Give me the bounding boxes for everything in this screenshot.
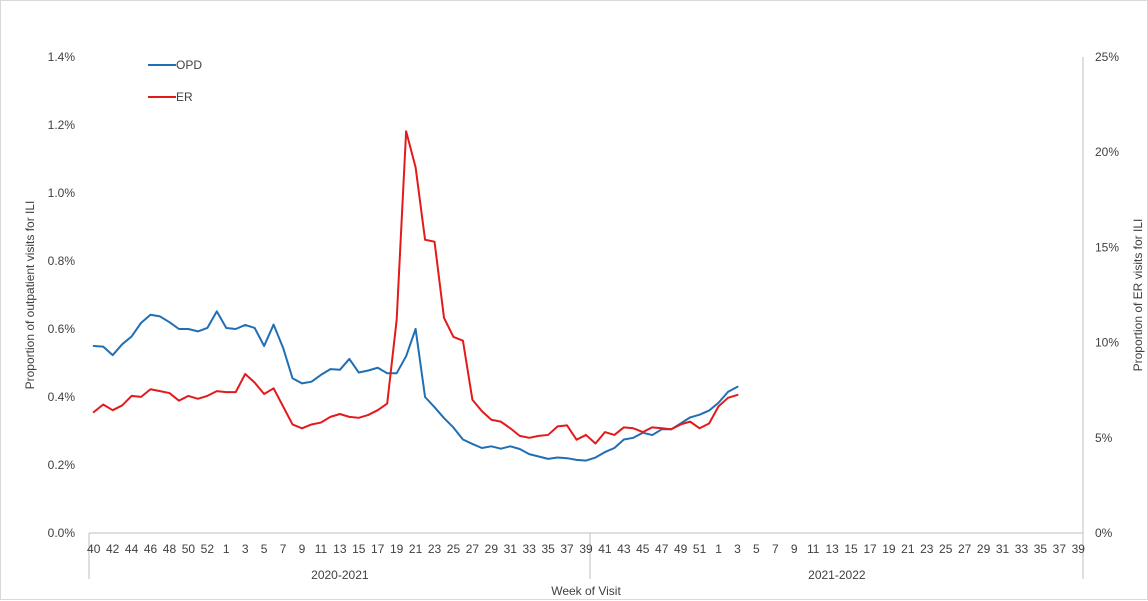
legend: OPD ER — [148, 58, 202, 104]
x-tick-label: 46 — [144, 542, 158, 556]
y-tick-label: 1.0% — [48, 186, 76, 200]
x-tick-label: 29 — [485, 542, 499, 556]
x-tick-label: 1 — [715, 542, 722, 556]
x-tick-label: 37 — [560, 542, 574, 556]
x-tick-label: 21 — [409, 542, 423, 556]
y-tick-label: 0.8% — [48, 254, 76, 268]
x-tick-label: 42 — [106, 542, 120, 556]
x-axis-title: Week of Visit — [551, 584, 621, 598]
x-tick-label: 7 — [772, 542, 779, 556]
x-tick-label: 9 — [299, 542, 306, 556]
x-tick-label: 35 — [1034, 542, 1048, 556]
right-y-tick-label: 5% — [1095, 431, 1113, 445]
x-tick-label: 11 — [807, 542, 820, 556]
x-tick-label: 33 — [523, 542, 537, 556]
x-tick-label: 37 — [1053, 542, 1067, 556]
x-tick-label: 17 — [863, 542, 877, 556]
x-tick-label: 31 — [996, 542, 1010, 556]
x-tick-label: 40 — [87, 542, 101, 556]
x-tick-label: 15 — [352, 542, 366, 556]
x-tick-label: 41 — [598, 542, 612, 556]
series-line-er — [92, 130, 739, 445]
x-tick-label: 9 — [791, 542, 798, 556]
x-tick-label: 5 — [261, 542, 268, 556]
series-line-opd — [92, 310, 739, 462]
x-tick-label: 27 — [958, 542, 972, 556]
x-tick-label: 17 — [371, 542, 385, 556]
x-tick-label: 13 — [333, 542, 347, 556]
x-tick-label: 19 — [882, 542, 896, 556]
x-tick-label: 3 — [734, 542, 741, 556]
x-tick-label: 25 — [939, 542, 953, 556]
series-lines — [92, 130, 739, 462]
x-tick-labels: 40 42 44 46 48 50 52 1 3 5 7 9 11 13 15 17 19 21 23 25 27 29 3… — [87, 542, 1085, 556]
x-tick-label: 48 — [163, 542, 177, 556]
x-tick-label: 25 — [447, 542, 461, 556]
y-tick-label: 0.2% — [48, 458, 76, 472]
legend-opd-label: OPD — [176, 58, 202, 72]
x-tick-label: 5 — [753, 542, 760, 556]
x-tick-label: 21 — [901, 542, 915, 556]
right-y-axis-title: Proportion of ER visits for ILI — [1131, 219, 1145, 372]
y-tick-label: 0.0% — [48, 526, 76, 540]
left-y-tick-labels: 0.0% 0.2% 0.4% 0.6% 0.8% 1.0% 1.2% 1.4% — [48, 50, 76, 540]
x-tick-label: 43 — [617, 542, 631, 556]
season-group-labels: 2020-2021 2021-2022 — [311, 568, 866, 582]
x-tick-label: 7 — [280, 542, 287, 556]
x-tick-label: 29 — [977, 542, 991, 556]
x-tick-label: 23 — [428, 542, 442, 556]
x-tick-label: 1 — [223, 542, 230, 556]
right-y-tick-label: 15% — [1095, 240, 1119, 254]
x-tick-label: 23 — [920, 542, 934, 556]
x-tick-label: 35 — [541, 542, 555, 556]
y-tick-label: 1.2% — [48, 118, 76, 132]
y-tick-label: 0.4% — [48, 390, 76, 404]
y-tick-label: 0.6% — [48, 322, 76, 336]
right-y-tick-labels: 0% 5% 10% 15% 20% 25% — [1095, 50, 1119, 540]
legend-er-label: ER — [176, 90, 193, 104]
right-y-tick-label: 10% — [1095, 336, 1119, 350]
x-tick-label: 50 — [182, 542, 196, 556]
y-axis-title: Proportion of outpatient visits for ILI — [23, 201, 37, 390]
season-label: 2020-2021 — [311, 568, 369, 582]
right-y-tick-label: 20% — [1095, 145, 1119, 159]
x-tick-label: 19 — [390, 542, 404, 556]
x-tick-label: 15 — [844, 542, 858, 556]
x-tick-label: 47 — [655, 542, 669, 556]
y-tick-label: 1.4% — [48, 50, 76, 64]
x-tick-label: 45 — [636, 542, 650, 556]
x-tick-label: 31 — [504, 542, 518, 556]
season-label: 2021-2022 — [808, 568, 866, 582]
x-tick-label: 27 — [466, 542, 480, 556]
x-tick-label: 49 — [674, 542, 688, 556]
x-tick-label: 3 — [242, 542, 249, 556]
x-tick-label: 33 — [1015, 542, 1029, 556]
x-tick-label: 51 — [693, 542, 707, 556]
x-tick-label: 52 — [201, 542, 215, 556]
x-tick-label: 39 — [1072, 542, 1086, 556]
x-tick-label: 13 — [825, 542, 839, 556]
x-tick-label: 11 — [315, 542, 328, 556]
x-tick-label: 44 — [125, 542, 139, 556]
right-y-tick-label: 25% — [1095, 50, 1119, 64]
right-y-tick-label: 0% — [1095, 526, 1113, 540]
x-tick-label: 39 — [579, 542, 593, 556]
